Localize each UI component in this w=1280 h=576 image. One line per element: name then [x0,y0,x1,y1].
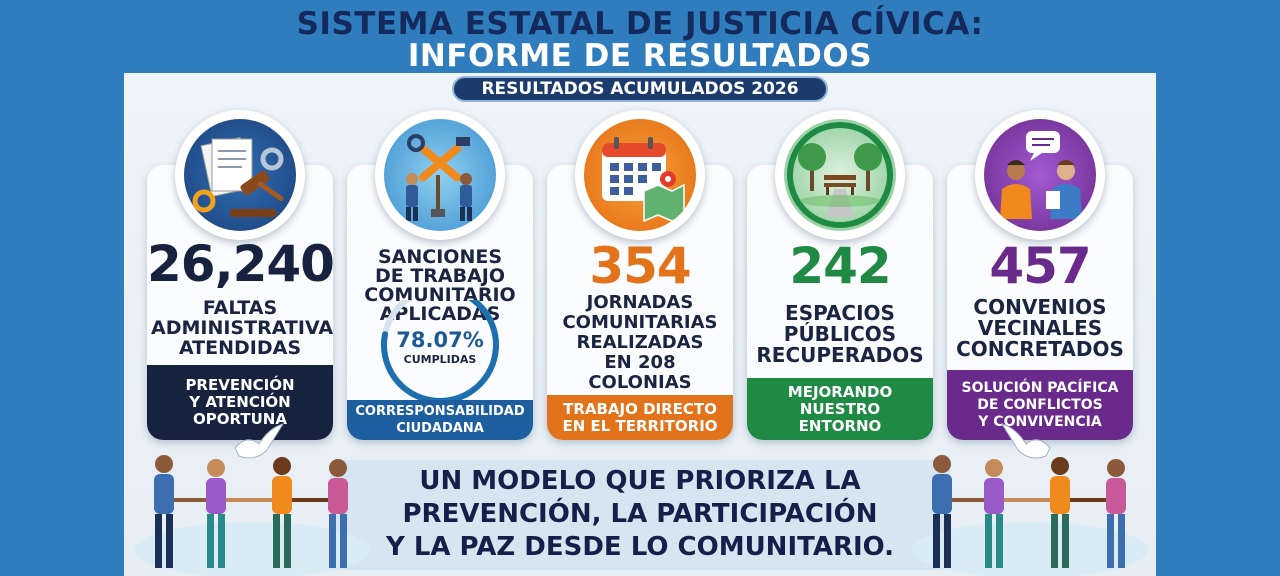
dove-icon [234,423,285,459]
card-footer-line: TRABAJO DIRECTO [563,399,717,418]
card-footer: MEJORANDO NUESTRO ENTORNO [747,378,933,440]
title-line-1: SISTEMA ESTATAL DE JUSTICIA CÍVICA: [296,6,984,42]
card-faltas: 26,240 FALTAS ADMINISTRATIVAS ATENDIDAS … [147,165,333,440]
card-desc-line: COMUNITARIAS [562,312,718,333]
card-footer-line: NUESTRO [799,399,881,418]
neighbors-dialogue-icon [975,110,1105,240]
card-footer: TRABAJO DIRECTO EN EL TERRITORIO [547,395,733,440]
slogan-band [330,460,950,570]
card-footer-line: CORRESPONSABILIDAD [355,404,525,419]
title-line-2: INFORME DE RESULTADOS [407,38,873,74]
card-footer-line: Y ATENCIÓN [189,393,291,411]
completion-label: CUMPLIDAS [403,353,477,366]
card-footer-line: SOLUCIÓN PACÍFICA [961,379,1119,396]
slogan-line: UN MODELO QUE PRIORIZA LA [419,466,861,496]
card-footer-line: EN EL TERRITORIO [562,416,718,435]
slogan-line: PREVENCIÓN, LA PARTICIPACIÓN [402,499,878,529]
calendar-map-icon [575,110,705,240]
people-holding-hands-left [134,455,370,576]
card-desc-line: ATENDIDAS [178,337,302,359]
card-desc-line: CONVENIOS [973,295,1107,319]
card-desc-line: APLICADAS [379,303,501,325]
card-desc-line: EN 208 [604,352,676,373]
card-desc-line: VECINALES [977,316,1103,340]
card-desc-line: JORNADAS [586,292,694,313]
completion-gauge-fill [381,300,499,404]
results-badge: RESULTADOS ACUMULADOS 2026 [452,76,828,102]
card-footer: CORRESPONSABILIDAD CIUDADANA [347,400,533,440]
card-value: 354 [589,237,691,295]
header: SISTEMA ESTATAL DE JUSTICIA CÍVICA: INFO… [0,0,1280,74]
card-desc-line: CONCRETADOS [956,337,1124,361]
card-footer-line: MEJORANDO [787,382,893,401]
card-footer: PREVENCIÓN Y ATENCIÓN OPORTUNA [147,365,333,440]
card-value: 242 [789,237,891,295]
park-icon [775,110,905,240]
card-footer: SOLUCIÓN PACÍFICA DE CONFLICTOS Y CONVIV… [947,370,1133,440]
slogan-line: Y LA PAZ DESDE LO COMUNITARIO. [385,532,895,562]
card-desc-line: RECUPERADOS [756,343,924,367]
card-value: 457 [989,237,1091,295]
slogan: UN MODELO QUE PRIORIZA LA PREVENCIÓN, LA… [330,465,950,564]
card-desc-line: REALIZADAS [576,332,704,353]
gavel-documents-icon [175,110,305,240]
card-desc-line: PÚBLICOS [783,322,897,346]
card-desc-line: ADMINISTRATIVAS [151,317,333,339]
card-desc-line: COLONIAS [588,372,692,393]
card-desc-line: DE TRABAJO [374,265,506,287]
card-desc-line: SANCIONES [377,246,503,268]
people-holding-hands-right [912,455,1148,576]
card-desc-line: FALTAS [202,297,278,319]
card-footer-line: DE CONFLICTOS [977,396,1103,413]
card-value: 26,240 [147,235,333,293]
card-footer-line: ENTORNO [798,416,882,435]
card-footer-line: CIUDADANA [396,421,484,436]
card-footer-line: OPORTUNA [193,410,287,428]
dove-icon [1000,423,1051,459]
card-footer-line: Y CONVIVENCIA [978,413,1102,430]
card-footer-line: PREVENCIÓN [185,376,295,394]
completion-percent: 78.07% [396,328,484,352]
community-work-icon [375,110,505,240]
card-desc-line: ESPACIOS [785,301,895,325]
